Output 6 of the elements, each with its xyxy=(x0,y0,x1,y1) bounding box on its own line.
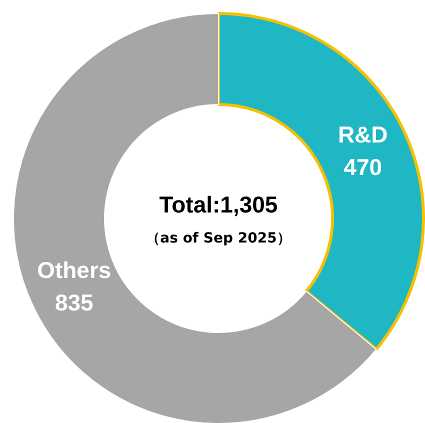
data-label: 835 xyxy=(54,290,94,316)
text: （as of Sep 2025） xyxy=(146,230,291,246)
slice-label: R&D xyxy=(338,121,388,148)
text: Total:1,305 xyxy=(159,192,278,218)
data-label: 470 xyxy=(344,154,382,180)
slice-label: Others xyxy=(37,257,112,284)
